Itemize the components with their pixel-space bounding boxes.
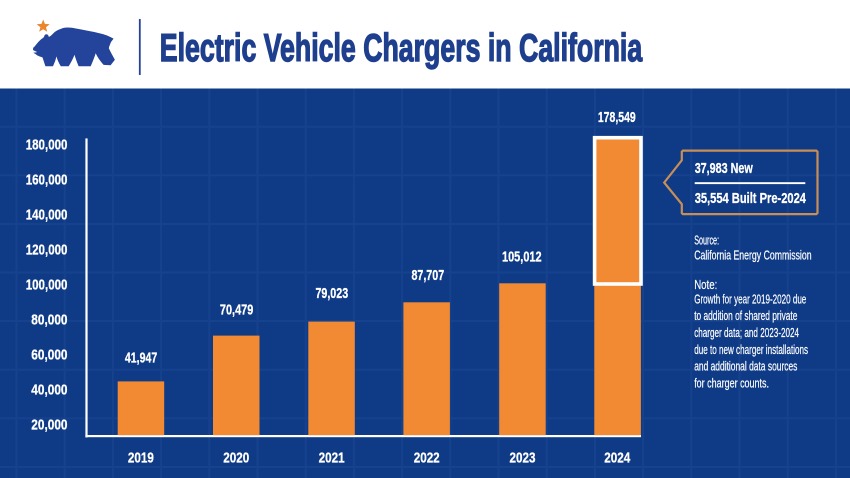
svg-text:Source:: Source: bbox=[694, 233, 719, 247]
svg-text:charger data; and 2023-2024: charger data; and 2023-2024 bbox=[694, 326, 799, 340]
svg-text:and additional data sources: and additional data sources bbox=[694, 360, 797, 374]
svg-text:180,000: 180,000 bbox=[26, 136, 68, 153]
svg-text:70,479: 70,479 bbox=[220, 301, 253, 318]
svg-text:to addition of shared private: to addition of shared private bbox=[694, 309, 797, 323]
svg-text:87,707: 87,707 bbox=[411, 267, 444, 284]
svg-text:79,023: 79,023 bbox=[315, 285, 348, 302]
svg-text:California Energy Commission: California Energy Commission bbox=[694, 249, 811, 263]
svg-text:2020: 2020 bbox=[223, 449, 249, 466]
svg-text:Growth for year 2019-2020 due: Growth for year 2019-2020 due bbox=[694, 292, 806, 306]
svg-text:for charger counts.: for charger counts. bbox=[694, 377, 769, 391]
svg-text:35,554 Built Pre-2024: 35,554 Built Pre-2024 bbox=[695, 190, 807, 207]
svg-text:41,947: 41,947 bbox=[125, 350, 157, 367]
svg-text:Electric Vehicle Chargers in C: Electric Vehicle Chargers in California bbox=[160, 27, 643, 70]
svg-text:2022: 2022 bbox=[414, 449, 440, 466]
svg-text:Note:: Note: bbox=[694, 278, 717, 292]
svg-text:105,012: 105,012 bbox=[502, 249, 542, 266]
svg-text:100,000: 100,000 bbox=[26, 277, 68, 294]
svg-text:40,000: 40,000 bbox=[31, 382, 67, 399]
svg-text:140,000: 140,000 bbox=[26, 206, 68, 223]
svg-text:80,000: 80,000 bbox=[31, 312, 67, 329]
svg-text:2019: 2019 bbox=[128, 449, 154, 466]
svg-text:2021: 2021 bbox=[319, 449, 345, 466]
svg-text:2024: 2024 bbox=[604, 449, 631, 466]
svg-text:60,000: 60,000 bbox=[31, 347, 67, 364]
svg-text:2023: 2023 bbox=[510, 449, 536, 466]
svg-text:120,000: 120,000 bbox=[26, 241, 68, 258]
svg-text:37,983 New: 37,983 New bbox=[695, 160, 753, 177]
svg-text:20,000: 20,000 bbox=[31, 417, 67, 434]
svg-text:due to new charger installatio: due to new charger installations bbox=[694, 343, 808, 357]
svg-text:178,549: 178,549 bbox=[598, 109, 636, 126]
svg-text:160,000: 160,000 bbox=[26, 171, 68, 188]
